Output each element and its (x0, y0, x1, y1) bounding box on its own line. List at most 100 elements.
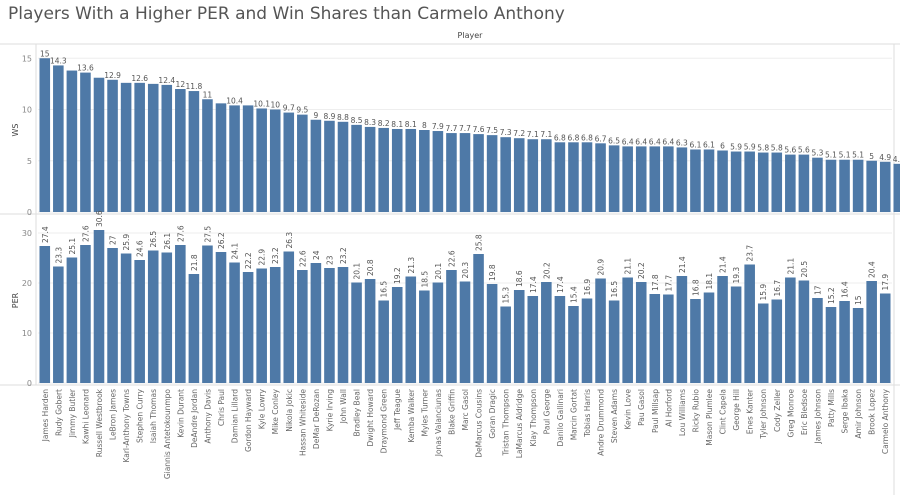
per-data-label: 17.8 (651, 274, 660, 291)
ws-bar (568, 142, 579, 212)
ws-data-label: 12.6 (131, 74, 148, 83)
per-bar (730, 286, 742, 383)
ws-data-label: 5.1 (852, 151, 864, 160)
player-name-label: Jonas Valanciunas (434, 389, 443, 457)
ws-data-label: 15 (40, 49, 50, 58)
per-data-label: 24 (312, 250, 321, 260)
player-name-label: Chris Paul (217, 389, 226, 426)
ws-bar (283, 112, 295, 212)
per-bar (744, 264, 755, 383)
per-data-label: 30.6 (95, 210, 104, 227)
per-data-label: 16.9 (583, 279, 592, 296)
ws-bar (297, 114, 308, 212)
ws-bar (242, 105, 254, 212)
ws-data-label: 14.3 (50, 56, 67, 65)
per-bar (852, 308, 864, 383)
per-bar (513, 290, 525, 383)
per-data-label: 20.8 (366, 259, 375, 276)
player-name-label: Tyler Johnson (759, 389, 768, 440)
player-name-label: Goran Dragic (488, 389, 497, 439)
ws-bar (486, 135, 498, 212)
per-data-label: 21.8 (190, 254, 199, 271)
player-name-label: LeBron James (109, 389, 118, 440)
per-bar (351, 282, 362, 383)
per-bar (93, 230, 105, 383)
per-bar (324, 268, 335, 383)
player-name-label: Myles Turner (420, 388, 429, 436)
ws-data-label: 9.7 (283, 104, 295, 113)
per-bar (147, 250, 159, 383)
per-bar (80, 245, 91, 383)
ws-data-label: 11.8 (186, 82, 203, 91)
player-name-label: Ricky Rubio (691, 389, 700, 433)
ws-data-label: 6.1 (703, 140, 715, 149)
ws-bar (595, 143, 606, 212)
per-data-label: 20.2 (542, 262, 551, 279)
per-bar (690, 299, 701, 383)
player-name-label: Lou Williams (678, 389, 687, 436)
per-data-label: 26.5 (149, 231, 158, 248)
ws-bar (419, 130, 430, 212)
ws-data-label: 6.1 (689, 140, 701, 149)
per-bar (242, 272, 254, 383)
ws-bar (513, 138, 525, 212)
ws-data-label: 8.1 (391, 120, 403, 129)
per-data-label: 20.3 (461, 262, 470, 279)
ws-data-label: 5.8 (757, 144, 769, 153)
per-bar (717, 276, 728, 383)
ws-bar (757, 152, 769, 212)
ws-data-label: 6.4 (635, 137, 647, 146)
per-bar (391, 287, 403, 383)
ws-data-label: 10.1 (253, 99, 270, 108)
per-data-label: 15.3 (502, 287, 511, 304)
ws-bar (608, 145, 620, 212)
ws-bar (500, 137, 511, 212)
player-name-label: Karl-Anthony Towns (122, 389, 131, 463)
ws-bar (324, 120, 335, 212)
ws-bar (134, 82, 145, 212)
player-name-label: Rudy Gobert (54, 389, 63, 436)
ws-bar (473, 134, 484, 212)
per-data-label: 20.1 (434, 263, 443, 280)
player-name-label: Tristan Thompson (502, 389, 511, 457)
ws-bar (527, 139, 539, 212)
ws-bar (622, 146, 633, 212)
per-bar (337, 267, 349, 383)
ws-bar (229, 105, 240, 212)
per-bar (459, 281, 471, 383)
per-data-label: 22.6 (447, 250, 456, 267)
player-name-label: Klay Thompson (529, 389, 538, 447)
player-name-label: George Hill (732, 389, 741, 431)
player-name-label: Kevin Durant (176, 389, 185, 438)
per-bar (785, 277, 796, 383)
per-data-label: 16.5 (380, 281, 389, 298)
per-data-label: 19.8 (488, 264, 497, 281)
ws-data-label: 6 (720, 142, 725, 151)
per-axis-title: PER (11, 292, 20, 308)
ws-bar (93, 77, 105, 212)
ws-bar (188, 91, 200, 212)
player-name-label: Gordon Hayward (244, 389, 253, 452)
per-bar (134, 260, 145, 383)
per-bar (595, 278, 606, 383)
player-name-label: Eric Bledsoe (800, 389, 809, 436)
ws-bar (541, 139, 552, 212)
player-name-label: Paul Millsap (651, 389, 660, 433)
ws-tick-label: 5 (27, 157, 32, 166)
per-data-label: 21.4 (678, 256, 687, 273)
ws-data-label: 5.8 (771, 144, 783, 153)
per-data-label: 26.2 (217, 232, 226, 249)
player-name-label: Jimmy Butler (68, 388, 77, 438)
ws-bar (785, 154, 796, 212)
per-bar (215, 252, 227, 383)
per-bar (66, 257, 78, 383)
ws-axis-title: WS (11, 124, 20, 137)
ws-data-label: 5.3 (811, 149, 823, 158)
per-data-label: 17.9 (881, 274, 890, 291)
per-data-label: 16.8 (691, 279, 700, 296)
per-data-label: 24.6 (136, 240, 145, 257)
ws-data-label: 7.5 (486, 126, 498, 135)
ws-data-label: 8.5 (351, 116, 363, 125)
per-bar (256, 268, 267, 383)
